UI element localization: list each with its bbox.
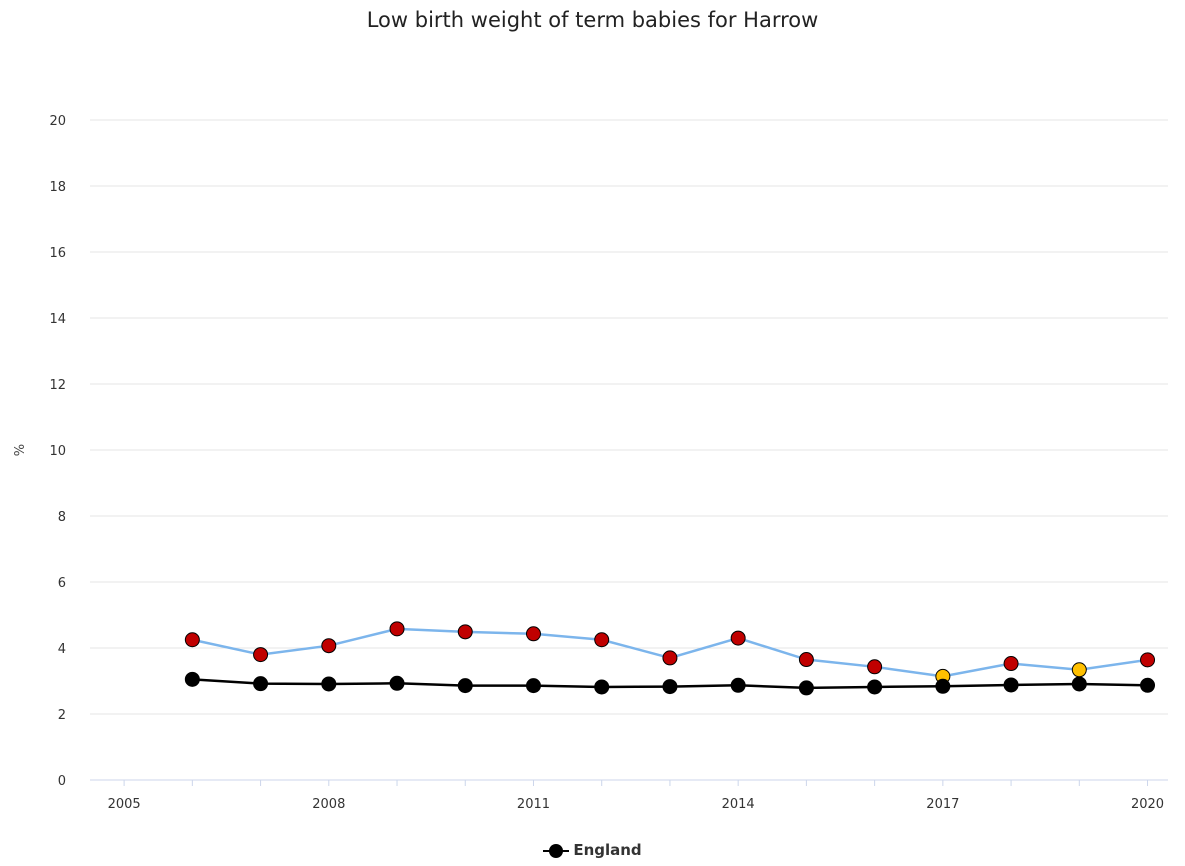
data-point[interactable] xyxy=(525,678,541,694)
data-point[interactable] xyxy=(594,632,610,648)
legend[interactable]: England xyxy=(0,841,1185,859)
data-point[interactable] xyxy=(867,659,883,675)
y-tick-label: 2 xyxy=(58,708,66,723)
data-point[interactable] xyxy=(253,647,269,663)
legend-england-swatch xyxy=(543,843,570,859)
data-point[interactable] xyxy=(253,676,269,692)
y-tick-label: 10 xyxy=(49,444,66,459)
y-tick-label: 14 xyxy=(49,312,66,327)
legend-england-label: England xyxy=(573,841,642,859)
y-tick-label: 4 xyxy=(58,642,66,657)
series-england xyxy=(184,671,1156,696)
x-tick-label: 2008 xyxy=(312,797,345,812)
x-tick-label: 2011 xyxy=(517,797,550,812)
data-point[interactable] xyxy=(321,676,337,692)
data-point[interactable] xyxy=(1003,677,1019,693)
data-point[interactable] xyxy=(867,679,883,695)
y-tick-label: 8 xyxy=(58,510,66,525)
data-point[interactable] xyxy=(1071,676,1087,692)
data-point[interactable] xyxy=(525,626,541,642)
data-point[interactable] xyxy=(321,638,337,654)
data-point[interactable] xyxy=(662,650,678,666)
y-tick-label: 18 xyxy=(49,180,66,195)
y-tick-label: 20 xyxy=(49,114,66,129)
data-point[interactable] xyxy=(457,678,473,694)
data-point[interactable] xyxy=(798,680,814,696)
chart-title: Low birth weight of term babies for Harr… xyxy=(366,8,819,32)
data-point[interactable] xyxy=(730,630,746,646)
data-point[interactable] xyxy=(594,679,610,695)
y-tick-label: 12 xyxy=(49,378,66,393)
data-point[interactable] xyxy=(1140,652,1156,668)
y-tick-label: 0 xyxy=(58,774,66,789)
series-harrow xyxy=(184,621,1156,684)
x-tick-label: 2005 xyxy=(108,797,141,812)
x-tick-label: 2020 xyxy=(1131,797,1164,812)
data-point[interactable] xyxy=(389,621,405,637)
y-axis-label: % xyxy=(13,444,28,456)
data-point[interactable] xyxy=(184,632,200,648)
data-point[interactable] xyxy=(798,652,814,668)
x-axis-ticks: 2005 2008 2011 2014 2017 2020 xyxy=(108,797,1165,812)
x-tick-label: 2014 xyxy=(722,797,755,812)
series-layer xyxy=(184,621,1156,696)
gridlines xyxy=(90,119,1168,786)
x-tick-label: 2017 xyxy=(926,797,959,812)
data-point[interactable] xyxy=(1071,662,1087,678)
data-point[interactable] xyxy=(184,671,200,687)
data-point[interactable] xyxy=(1003,656,1019,672)
data-point[interactable] xyxy=(662,679,678,695)
data-point[interactable] xyxy=(730,677,746,693)
y-tick-label: 16 xyxy=(49,246,66,261)
data-point[interactable] xyxy=(935,678,951,694)
data-point[interactable] xyxy=(389,675,405,691)
y-tick-label: 6 xyxy=(58,576,66,591)
data-point[interactable] xyxy=(457,624,473,640)
data-point[interactable] xyxy=(1140,677,1156,693)
y-axis-ticks: 0 2 4 6 8 10 12 14 16 18 20 xyxy=(49,114,66,789)
